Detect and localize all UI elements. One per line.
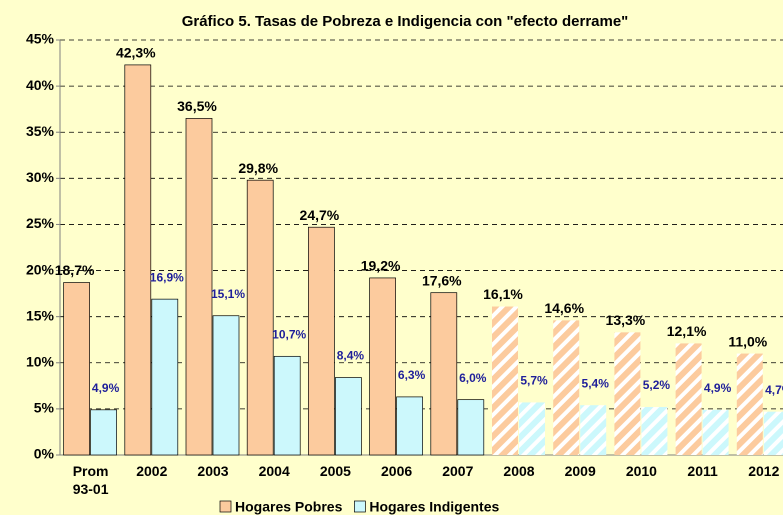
x-tick-label: 2009	[564, 463, 596, 479]
x-tick-label: 2011	[687, 463, 718, 479]
x-tick-label: 2003	[197, 463, 229, 479]
x-tick-label: 2012	[748, 463, 780, 479]
data-label: 24,7%	[300, 207, 340, 223]
y-tick-label: 45%	[26, 31, 55, 47]
data-label: 5,4%	[582, 376, 610, 390]
x-tick-label: 2002	[136, 463, 168, 479]
data-label: 4,9%	[92, 381, 120, 395]
bar	[492, 306, 518, 455]
bar	[273, 355, 301, 456]
y-tick-label: 30%	[26, 169, 55, 185]
y-tick-label: 35%	[26, 123, 55, 139]
y-tick-label: 5%	[34, 400, 55, 416]
bar	[185, 118, 213, 456]
data-label: 8,4%	[337, 349, 365, 363]
x-tick-label: 2008	[503, 463, 535, 479]
bar	[151, 298, 179, 456]
bar	[90, 409, 117, 456]
bar	[702, 409, 729, 455]
y-tick-label: 15%	[26, 307, 55, 323]
y-tick-label: 20%	[26, 261, 55, 277]
x-tick-label: 2005	[319, 463, 351, 479]
data-label: 15,1%	[211, 287, 245, 301]
bar	[369, 277, 396, 456]
legend-label: Hogares Indigentes	[369, 499, 499, 515]
data-label: 16,9%	[150, 270, 184, 284]
legend-swatch	[354, 500, 366, 513]
bar	[580, 405, 607, 455]
data-label: 10,7%	[272, 327, 306, 341]
data-label: 42,3%	[116, 45, 156, 61]
x-tick-label: 2006	[381, 463, 413, 479]
data-label: 13,3%	[606, 312, 646, 328]
data-label: 14,6%	[544, 300, 584, 316]
chart-title: Gráfico 5. Tasas de Pobreza e Indigencia…	[182, 13, 629, 30]
data-label: 16,1%	[483, 286, 523, 302]
x-tick-label: 2004	[258, 463, 290, 479]
data-label: 5,2%	[643, 378, 671, 392]
bar	[396, 396, 423, 456]
x-tick-label: Prom 93-01	[72, 463, 109, 497]
legend-label: Hogares Pobres	[235, 499, 343, 515]
data-label: 12,1%	[667, 323, 707, 339]
data-label: 36,5%	[177, 98, 217, 114]
data-label: 17,6%	[422, 272, 462, 288]
bar	[212, 315, 240, 456]
data-label: 5,7%	[520, 374, 548, 388]
data-label: 4,7%	[765, 383, 783, 397]
bar	[553, 320, 580, 455]
data-label: 29,8%	[238, 160, 278, 176]
bar	[308, 226, 335, 456]
y-tick-label: 0%	[34, 446, 55, 462]
data-label: 19,2%	[361, 258, 401, 274]
bar	[124, 64, 152, 456]
data-label: 4,9%	[704, 381, 732, 395]
bar	[246, 179, 274, 456]
data-label: 11,0%	[728, 333, 767, 349]
bar	[641, 407, 668, 455]
x-tick-label: 2010	[625, 463, 657, 479]
y-tick-label: 10%	[26, 353, 55, 369]
legend-swatch	[219, 500, 232, 513]
bar	[614, 332, 641, 455]
bar	[335, 377, 362, 456]
bar	[430, 292, 458, 456]
bar	[457, 399, 485, 456]
y-tick-label: 25%	[26, 215, 55, 231]
x-tick-label: 2007	[442, 463, 474, 479]
bar	[519, 402, 545, 455]
bar	[675, 343, 702, 455]
data-label: 6,0%	[459, 371, 487, 385]
bar	[63, 282, 90, 456]
data-label: 18,7%	[55, 262, 95, 278]
data-label: 6,3%	[398, 368, 426, 382]
bar	[736, 353, 763, 455]
bar	[763, 411, 783, 455]
y-tick-label: 40%	[26, 77, 55, 93]
